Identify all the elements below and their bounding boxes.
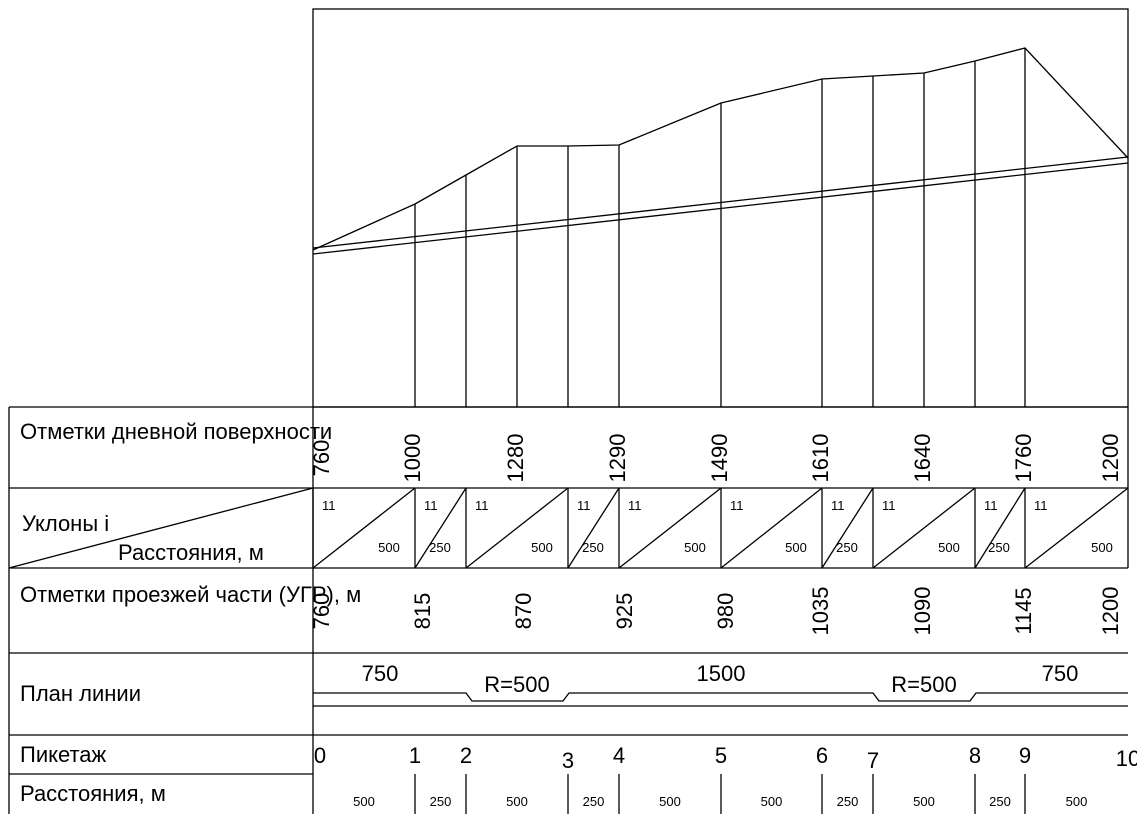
slope-distance: 500 xyxy=(684,540,706,555)
profile-lines xyxy=(312,47,1129,255)
row-label-plan: План линии xyxy=(20,681,141,706)
slope-value: 11 xyxy=(322,498,336,513)
road-mark: 1090 xyxy=(910,587,935,636)
distance-value: 500 xyxy=(506,794,528,809)
distance-value: 250 xyxy=(430,794,452,809)
distance-value: 500 xyxy=(913,794,935,809)
slope-diagonal xyxy=(720,487,823,569)
plan-label: 750 xyxy=(1042,661,1079,686)
row-label-slope-distance: Расстояния, м xyxy=(118,540,264,565)
slope-distance: 250 xyxy=(582,540,604,555)
slope-value: 11 xyxy=(831,498,845,513)
design-line-bottom xyxy=(312,162,1129,255)
header-diagonal xyxy=(8,487,314,569)
slope-distance: 500 xyxy=(378,540,400,555)
road-mark: 760 xyxy=(309,593,334,630)
slope-distance: 250 xyxy=(429,540,451,555)
picket-number: 1 xyxy=(409,743,421,768)
picket-number: 4 xyxy=(613,743,625,768)
surface-mark: 1000 xyxy=(400,434,425,483)
picket-number: 7 xyxy=(867,748,879,773)
road-mark: 815 xyxy=(410,593,435,630)
road-mark: 1200 xyxy=(1098,587,1123,636)
road-mark: 980 xyxy=(713,593,738,630)
slope-diagonal xyxy=(821,487,874,569)
plan-label: R=500 xyxy=(891,672,956,697)
slope-value: 11 xyxy=(984,498,998,513)
picket-number: 3 xyxy=(562,748,574,773)
picket-number: 2 xyxy=(460,743,472,768)
slope-value: 11 xyxy=(628,498,642,513)
surface-mark: 1610 xyxy=(808,434,833,483)
design-line-top xyxy=(312,156,1129,249)
slope-distance: 500 xyxy=(1091,540,1113,555)
distance-value: 250 xyxy=(837,794,859,809)
slope-distance: 250 xyxy=(836,540,858,555)
slope-diagonal xyxy=(618,487,722,569)
slope-value: 11 xyxy=(475,498,489,513)
slope-distance: 250 xyxy=(988,540,1010,555)
distance-value: 500 xyxy=(353,794,375,809)
row-label-distance: Расстояния, м xyxy=(20,781,166,806)
row-label-road: Отметки проезжей части (УГР), м xyxy=(20,582,362,607)
road-mark: 1145 xyxy=(1011,587,1036,634)
picket-number: 6 xyxy=(816,743,828,768)
station-verticals xyxy=(414,48,1026,407)
picket-number: 8 xyxy=(969,743,981,768)
slope-diagonal xyxy=(414,487,467,569)
ground-profile-line xyxy=(312,47,1129,251)
slope-distance: 500 xyxy=(938,540,960,555)
surface-mark: 1200 xyxy=(1098,434,1123,483)
slope-diagonal xyxy=(974,487,1026,569)
distance-value: 500 xyxy=(1066,794,1088,809)
slope-value: 11 xyxy=(882,498,896,513)
slope-diagonal xyxy=(465,487,569,569)
slope-value: 11 xyxy=(424,498,438,513)
surface-mark: 1280 xyxy=(503,434,528,483)
picket-number: 9 xyxy=(1019,743,1031,768)
slope-diagonal xyxy=(567,487,620,569)
distance-value: 250 xyxy=(583,794,605,809)
surface-mark: 1760 xyxy=(1011,434,1036,483)
plan-label: 750 xyxy=(362,661,399,686)
slope-cells: 11 500 11 250 11 500 11 250 11 500 11 500 11 250 11 500… xyxy=(312,487,1129,569)
slope-value: 11 xyxy=(577,498,591,513)
picket-number: 10 xyxy=(1116,746,1137,771)
row-label-slopes: Уклоны і xyxy=(22,511,110,536)
road-mark: 870 xyxy=(511,593,536,630)
plan-line xyxy=(313,692,1128,702)
surface-mark: 760 xyxy=(309,440,334,477)
table-grid xyxy=(8,406,1129,814)
slope-diagonal xyxy=(1024,487,1129,569)
slope-diagonal xyxy=(312,487,416,569)
plan-label: R=500 xyxy=(484,672,549,697)
distance-value: 250 xyxy=(989,794,1011,809)
slope-distance: 500 xyxy=(785,540,807,555)
picket-number: 0 xyxy=(314,743,326,768)
road-mark: 925 xyxy=(612,593,637,630)
plan-label: 1500 xyxy=(697,661,746,686)
slope-distance: 500 xyxy=(531,540,553,555)
picket-number: 5 xyxy=(715,743,727,768)
row-label-picket: Пикетаж xyxy=(20,742,107,767)
slope-diagonal xyxy=(872,487,976,569)
road-mark: 1035 xyxy=(808,587,833,636)
distance-value: 500 xyxy=(761,794,783,809)
surface-mark: 1490 xyxy=(707,434,732,483)
surface-mark: 1640 xyxy=(910,434,935,483)
distance-value: 500 xyxy=(659,794,681,809)
slope-value: 11 xyxy=(730,498,744,513)
slope-value: 11 xyxy=(1034,498,1048,513)
surface-mark: 1290 xyxy=(605,434,630,483)
row-label-surface: Отметки дневной поверхности xyxy=(20,419,333,444)
